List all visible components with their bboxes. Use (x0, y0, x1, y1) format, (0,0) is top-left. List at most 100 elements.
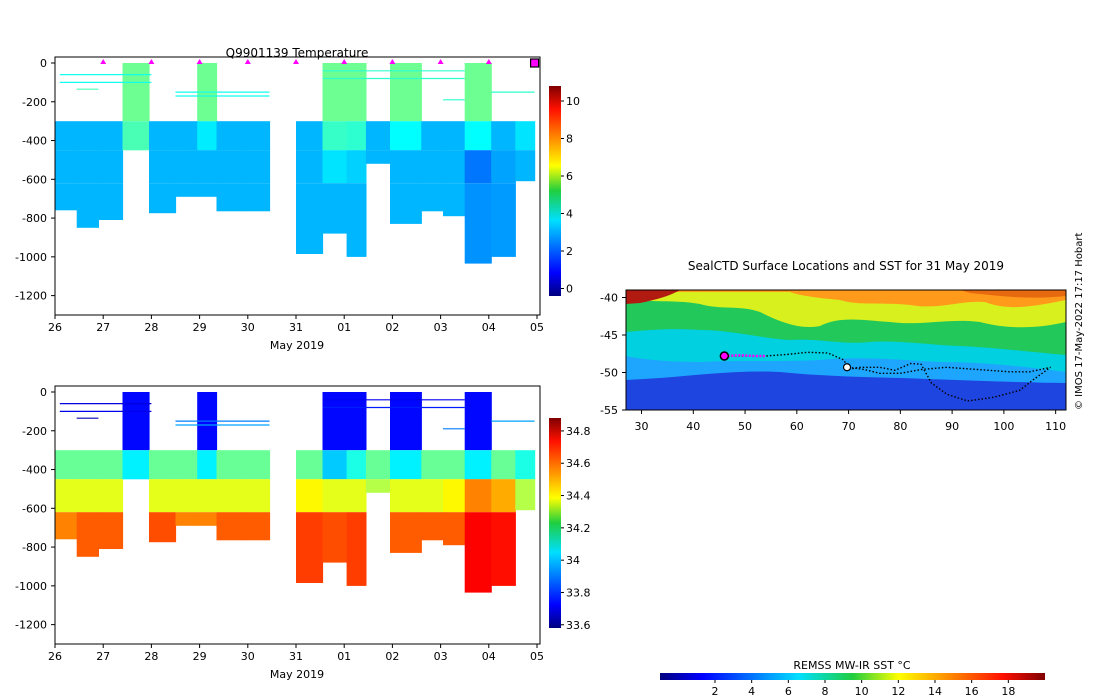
x-tick-label: 05 (530, 321, 544, 334)
cast-14-layer-2 (390, 450, 422, 480)
cast-16-layer-3 (443, 183, 466, 217)
lon-tick-label: 50 (738, 420, 752, 433)
cast-6-layer-2 (175, 150, 198, 184)
temperature-casts (55, 58, 540, 264)
x-tick-label: 04 (482, 321, 496, 334)
sst-colorbar-label: REMSS MW-IR SST °C (793, 659, 911, 672)
cast-17-layer-1 (464, 63, 492, 122)
cast-5-layer-1 (149, 450, 177, 480)
cast-1-layer-2 (55, 479, 78, 513)
cast-11-layer-4 (322, 183, 348, 234)
cast-17-layer-4 (464, 183, 492, 264)
cast-17-layer-4 (464, 512, 492, 593)
cast-16-layer-2 (443, 479, 466, 513)
cast-14-layer-2 (390, 121, 422, 151)
y-tick-label: -400 (22, 464, 47, 477)
cast-3-layer-3 (98, 512, 124, 549)
colorbar-tick-label: 34 (566, 554, 580, 567)
cast-5-layer-3 (149, 512, 177, 543)
cast-2-layer-3 (76, 512, 99, 557)
cast-16-layer-2 (443, 150, 466, 184)
y-tick-label: -1200 (15, 619, 47, 632)
cast-11-layer-4 (322, 512, 348, 563)
sst-colorbar-tick-label: 12 (891, 685, 905, 698)
cast-6-layer-2 (175, 479, 198, 513)
seal-current-marker (842, 363, 852, 372)
salinity-colorbar-ticks: 33.6 33.8 34 34.2 34.4 34.6 34.8 (561, 425, 591, 632)
x-tick-label: 02 (385, 321, 399, 334)
cast-8-layer-2 (216, 479, 246, 513)
cast-19-layer-2 (515, 150, 536, 182)
cast-8-layer-2 (216, 150, 246, 184)
cast-18-layer-1 (491, 121, 516, 151)
cast-17-layer-3 (464, 150, 492, 184)
cast-17-layer-2 (464, 450, 492, 480)
x-tick-label: 27 (96, 650, 110, 663)
x-tick-label: 28 (144, 650, 158, 663)
colorbar-tick-label: 8 (566, 133, 573, 146)
cast-14-layer-4 (390, 183, 422, 224)
cast-18-layer-2 (491, 479, 516, 513)
y-tick-label: 0 (40, 57, 47, 70)
cast-6-layer-3 (175, 183, 198, 197)
cast-8-layer-1 (216, 121, 246, 151)
colorbar-tick-label: 10 (566, 95, 580, 108)
y-tick-label: -200 (22, 425, 47, 438)
cast-3-layer-1 (98, 121, 124, 151)
colorbar-tick-label: 34.6 (566, 457, 591, 470)
temperature-axes-frame (54, 56, 541, 316)
recent-seal-track (724, 354, 766, 358)
sst-colorbar-tick-label: 2 (712, 685, 719, 698)
cast-11-layer-2 (322, 121, 348, 151)
cast-1-layer-3 (55, 183, 78, 211)
colorbar-tick-label: 0 (566, 283, 573, 296)
temperature-section-panel: Q9901139 Temperature 0 -200 -400 -600 -800 -1… (15, 46, 580, 352)
profile-marker-8 (437, 59, 444, 64)
profile-marker-9 (485, 59, 492, 64)
cast-5-layer-2 (149, 150, 177, 184)
cast-10-layer-1 (296, 450, 324, 480)
cast-8-layer-3 (216, 183, 246, 212)
cast-7-layer-4 (197, 183, 218, 197)
sst-colorbar-ticks: 2 4 6 8 10 12 14 16 18 (712, 680, 1015, 698)
map-longitude-axis: 30 40 50 60 70 80 90 100 110 (635, 410, 1066, 433)
salinity-casts (55, 392, 536, 593)
map-latitude-axis: -40 -45 -50 -55 (600, 292, 626, 417)
cast-3-layer-3 (98, 183, 124, 220)
cast-13-layer-1 (365, 450, 391, 480)
cast-7-layer-4 (197, 512, 218, 526)
lat-tick-label: -45 (600, 329, 618, 342)
cast-16-layer-1 (443, 450, 466, 480)
cast-10-layer-2 (296, 479, 324, 513)
cast-16-layer-3 (443, 512, 466, 546)
cast-12-layer-3 (346, 479, 367, 513)
x-tick-label: 01 (337, 321, 351, 334)
cast-11-layer-3 (322, 150, 348, 184)
cast-8-layer-3 (216, 512, 246, 541)
colorbar-tick-label: 34.4 (566, 490, 591, 503)
sst-band-red (626, 290, 680, 304)
x-tick-label: 05 (530, 650, 544, 663)
temperature-chart-title: Q9901139 Temperature (226, 46, 369, 60)
cast-6-layer-3 (175, 512, 198, 526)
sst-colorbar-tick-label: 16 (965, 685, 979, 698)
x-tick-label: 29 (193, 650, 207, 663)
cast-9-layer-2 (245, 150, 271, 184)
cast-11-layer-1 (322, 63, 348, 122)
cast-2-layer-1 (76, 450, 99, 480)
colorbar-tick-label: 2 (566, 245, 573, 258)
x-tick-label: 30 (241, 321, 255, 334)
cast-9-layer-3 (245, 512, 271, 541)
sst-field (626, 290, 1066, 410)
profile-marker-1 (100, 59, 107, 64)
y-tick-label: -800 (22, 541, 47, 554)
cast-4-layer-1 (122, 392, 150, 451)
salinity-x-axis: 26 27 28 29 30 31 01 02 03 04 05 (48, 644, 544, 663)
salinity-axes-frame (54, 385, 541, 645)
x-tick-label: 26 (48, 321, 62, 334)
y-tick-label: -600 (22, 502, 47, 515)
profile-marker-3 (196, 59, 203, 64)
sst-colorbar-tick-label: 8 (822, 685, 829, 698)
x-tick-label: 30 (241, 650, 255, 663)
sst-colorbar-tick-label: 4 (748, 685, 755, 698)
